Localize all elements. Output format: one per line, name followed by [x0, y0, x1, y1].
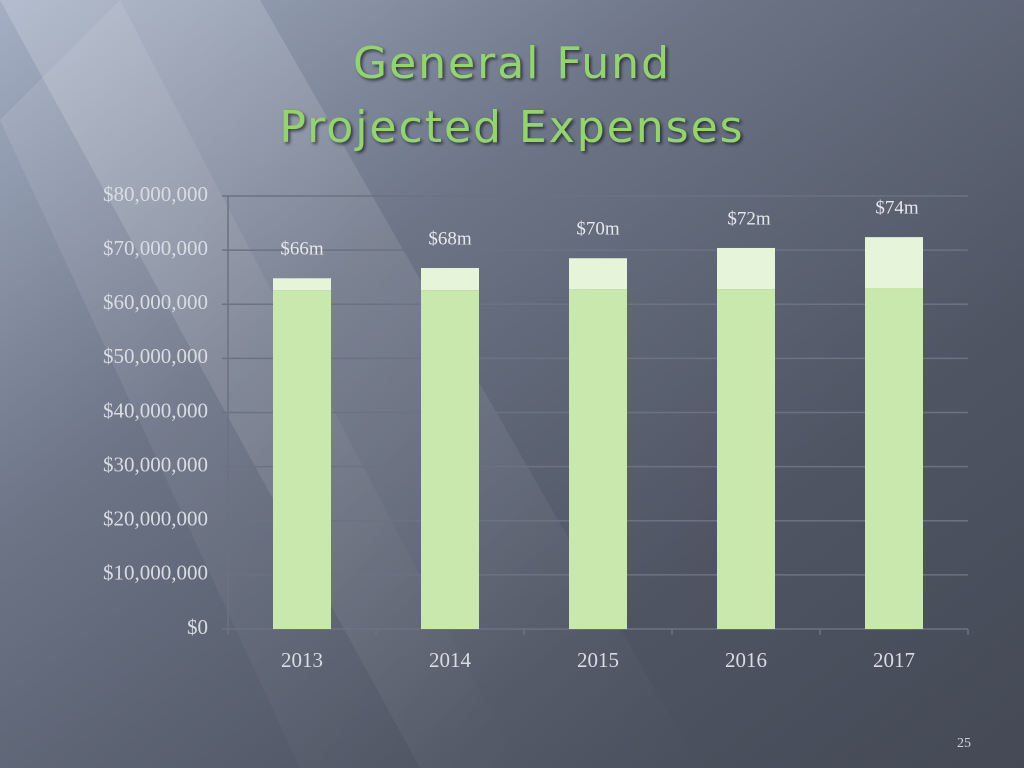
- y-tick-label: $30,000,000: [103, 452, 208, 476]
- x-tick-label: 2014: [429, 648, 472, 672]
- bar-segment: [421, 267, 479, 291]
- bar-segment: [717, 289, 775, 629]
- bar-annotation: $70m: [576, 219, 620, 240]
- y-tick-label: $0: [187, 615, 208, 639]
- y-tick-label: $20,000,000: [103, 507, 208, 531]
- light-streak: [0, 0, 520, 768]
- bar-annotation: $68m: [428, 228, 472, 249]
- bar-segment: [865, 237, 923, 289]
- y-tick-label: $40,000,000: [103, 398, 208, 422]
- y-tick-label: $80,000,000: [103, 182, 208, 206]
- y-tick-label: $50,000,000: [103, 344, 208, 368]
- page-number: 25: [957, 736, 971, 751]
- title-line: Projected Expenses: [279, 102, 744, 153]
- y-tick-label: $70,000,000: [103, 236, 208, 260]
- y-tick-label: $10,000,000: [103, 561, 208, 585]
- bar-segment: [273, 290, 331, 629]
- y-tick-label: $60,000,000: [103, 290, 208, 314]
- bar-segment: [569, 289, 627, 629]
- x-tick-label: 2016: [725, 648, 767, 672]
- bar-annotation: $74m: [875, 197, 919, 218]
- x-tick-label: 2013: [281, 648, 323, 672]
- title-line: General Fund: [353, 38, 671, 89]
- bar-segment: [865, 288, 923, 629]
- x-tick-label: 2015: [577, 648, 619, 672]
- bar-segment: [569, 258, 627, 290]
- plot-area: $0 $10,000,000 $20,000,000 $30,000,000 $40,0…: [103, 182, 969, 672]
- x-tick-label: 2017: [873, 648, 915, 672]
- bar-segment: [717, 247, 775, 290]
- bar-segment: [421, 290, 479, 629]
- bar-annotation: $66m: [280, 239, 324, 260]
- bar-segment: [273, 278, 331, 291]
- bar-annotation: $72m: [727, 208, 771, 229]
